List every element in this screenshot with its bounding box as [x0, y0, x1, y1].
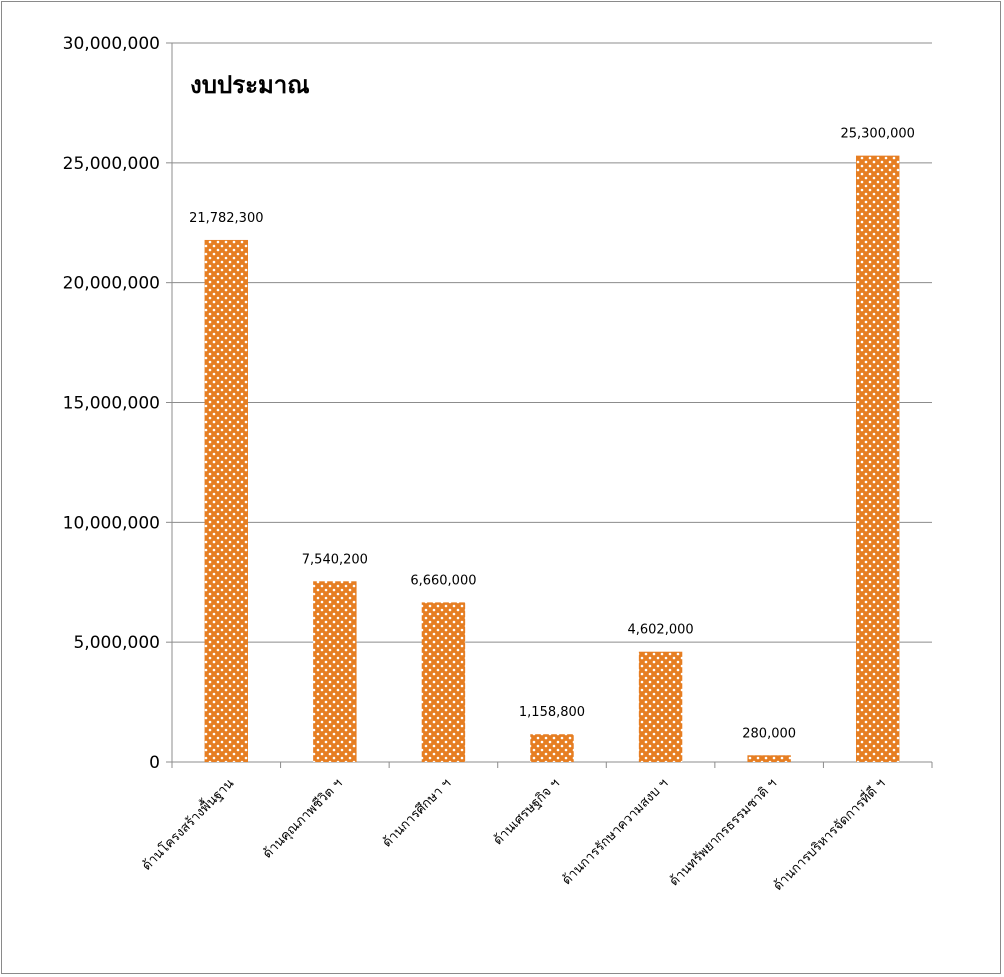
data-label: 1,158,800 — [519, 705, 585, 720]
bar — [421, 602, 466, 762]
bar — [313, 581, 357, 762]
bar — [204, 239, 248, 763]
category-label: ด้านการศึกษา ฯ — [380, 776, 454, 850]
category-label: ด้านโครงสร้างพื้นฐาน — [137, 774, 237, 874]
category-label: ด้านเศรษฐกิจ ฯ — [491, 776, 563, 848]
category-label: ด้านการรักษาความสงบ ฯ — [559, 776, 671, 888]
bars — [204, 155, 900, 763]
y-tick-label: 10,000,000 — [63, 513, 160, 533]
bar — [638, 651, 683, 762]
data-label: 6,660,000 — [410, 573, 476, 588]
axes — [166, 42, 933, 768]
category-label: ด้านคุณภาพชีวิต ฯ — [260, 776, 346, 862]
data-label: 280,000 — [742, 726, 796, 741]
y-tick-label: 0 — [149, 753, 160, 773]
y-tick-label: 15,000,000 — [63, 394, 160, 414]
category-label: ด้านการบริหารจัดการที่ดี ฯ — [769, 775, 888, 894]
y-tick-label: 5,000,000 — [73, 633, 160, 653]
data-label: 7,540,200 — [302, 552, 368, 567]
data-label: 21,782,300 — [189, 211, 263, 226]
y-tick-label: 30,000,000 — [63, 34, 160, 54]
chart-title: งบประมาณ — [190, 71, 310, 99]
y-tick-label: 25,000,000 — [63, 154, 160, 174]
category-label: ด้านทรัพยากรธรรมชาติ ฯ — [667, 776, 780, 889]
y-tick-label: 20,000,000 — [63, 274, 160, 294]
bar — [530, 734, 574, 762]
bar — [747, 755, 791, 762]
data-label: 4,602,000 — [627, 623, 693, 638]
data-label: 25,300,000 — [840, 127, 914, 142]
bar — [856, 155, 900, 763]
gridlines — [172, 42, 932, 643]
